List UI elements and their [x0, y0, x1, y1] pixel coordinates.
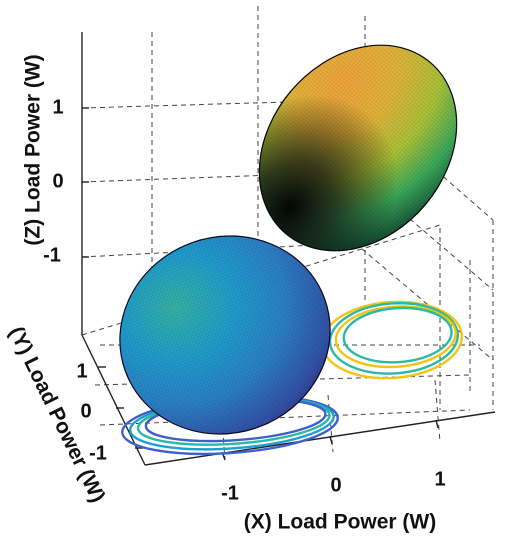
x-axis-label: (X) Load Power (W) [244, 511, 437, 534]
y-tick: -1 [89, 442, 107, 464]
x-tick: -1 [221, 482, 239, 504]
surface-lower-ellipsoid [119, 235, 331, 435]
surface-upper-ellipsoid [258, 44, 458, 252]
y-axis-label: (Y) Load Power (W) [4, 323, 109, 506]
projection-ring [342, 306, 453, 364]
y-tick-labels: 1 0 -1 [76, 360, 106, 464]
z-axis-label: (Z) Load Power (W) [22, 54, 45, 245]
projection-ring [328, 301, 459, 375]
x-tick: 1 [434, 468, 445, 490]
z-tick-labels: 1 0 -1 [43, 96, 63, 266]
z-tick: -1 [43, 244, 61, 266]
projection-rings-top [320, 300, 464, 380]
y-tick: 1 [76, 360, 87, 382]
x-tick-labels: -1 0 1 [221, 468, 445, 504]
y-tick: 0 [80, 400, 91, 422]
z-tick: 0 [52, 170, 63, 192]
projection-ring [320, 300, 464, 380]
projection-ring [334, 305, 457, 369]
axes [81, 32, 496, 466]
z-tick: 1 [52, 96, 63, 118]
x-tick: 0 [330, 474, 341, 496]
